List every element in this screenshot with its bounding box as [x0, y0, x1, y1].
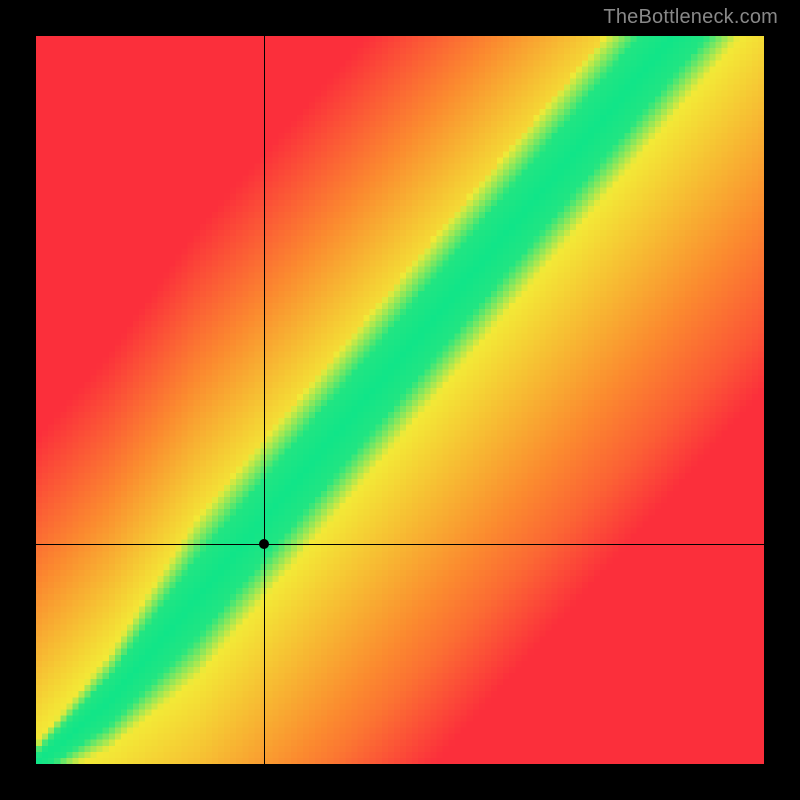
crosshair-horizontal: [36, 544, 764, 545]
heatmap-canvas: [36, 36, 764, 764]
selection-marker: [259, 539, 269, 549]
bottleneck-heatmap: [36, 36, 764, 764]
watermark-text: TheBottleneck.com: [603, 6, 778, 29]
crosshair-vertical: [264, 36, 265, 764]
